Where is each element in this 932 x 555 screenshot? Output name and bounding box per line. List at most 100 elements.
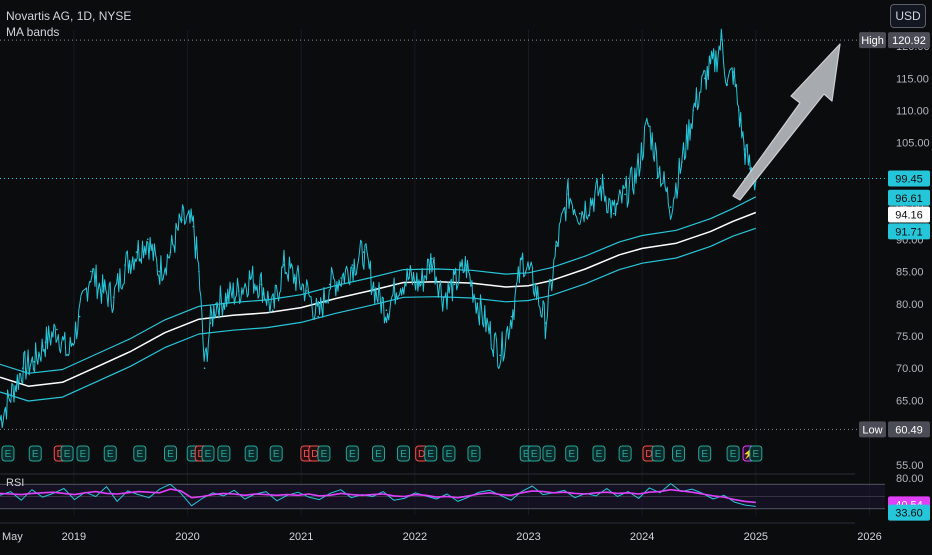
- earnings-marker[interactable]: E: [76, 445, 90, 462]
- price-point: [374, 290, 376, 292]
- indicator-name[interactable]: MA bands: [6, 25, 60, 39]
- event-badge-letter: E: [471, 449, 478, 460]
- earnings-marker[interactable]: E: [442, 445, 456, 462]
- earnings-marker[interactable]: E: [542, 445, 556, 462]
- price-point: [590, 199, 592, 202]
- upper-band-label-box: [888, 189, 930, 206]
- price-point: [158, 270, 160, 273]
- price-point: [578, 212, 581, 215]
- time-axis[interactable]: May 2019 2020 2021 2022 2023 2024 2025 2026: [2, 531, 882, 543]
- price-point: [362, 251, 365, 253]
- event-badge-letter: E: [64, 449, 71, 460]
- price-point: [272, 309, 274, 312]
- event-badge-letter: D: [303, 449, 310, 460]
- price-point: [522, 257, 524, 260]
- earnings-marker[interactable]: E: [28, 445, 42, 462]
- earnings-marker[interactable]: E: [592, 445, 606, 462]
- currency-button[interactable]: USD: [890, 4, 926, 28]
- earnings-marker[interactable]: E: [244, 445, 258, 462]
- x-tick-label: 2025: [744, 531, 768, 543]
- event-badge-letter: E: [568, 449, 575, 460]
- earnings-marker[interactable]: E: [371, 445, 385, 462]
- event-badge-box: [592, 445, 606, 462]
- earnings-marker[interactable]: E: [726, 445, 740, 462]
- earnings-marker[interactable]: E: [467, 445, 481, 462]
- earnings-marker[interactable]: E: [133, 445, 147, 462]
- event-badge-box: [618, 445, 632, 462]
- low-value-text: 60.49: [895, 424, 923, 436]
- earnings-marker[interactable]: E: [672, 445, 686, 462]
- event-badge-box: [244, 445, 258, 462]
- earnings-marker[interactable]: E: [527, 445, 541, 462]
- price-point: [408, 277, 411, 279]
- event-badge-box: [163, 445, 177, 462]
- price-point: [743, 148, 746, 150]
- x-tick-label: 2019: [62, 531, 86, 543]
- earnings-marker[interactable]: E: [618, 445, 632, 462]
- price-point: [237, 290, 240, 292]
- earnings-marker[interactable]: E: [565, 445, 579, 462]
- lower-band-label-box: [888, 223, 930, 240]
- earnings-marker[interactable]: E: [345, 445, 359, 462]
- price-point: [181, 219, 183, 221]
- y-tick-label: 65.00: [896, 395, 924, 407]
- event-badge-box: [749, 445, 763, 462]
- upper-band-line: [0, 196, 757, 374]
- x-tick-label: 2022: [403, 531, 427, 543]
- price-point: [67, 354, 69, 357]
- price-point: [738, 109, 740, 112]
- high-label-box: [859, 32, 886, 49]
- earnings-marker[interactable]: E: [60, 445, 74, 462]
- earnings-marker[interactable]: E: [1, 445, 15, 462]
- upper-band-label-text: 96.61: [895, 193, 923, 205]
- earnings-marker[interactable]: E: [651, 445, 665, 462]
- earnings-marker[interactable]: E: [698, 445, 712, 462]
- event-badge-box: [371, 445, 385, 462]
- low-label-text: Low: [862, 424, 882, 436]
- price-point: [294, 277, 297, 279]
- price-point: [720, 38, 723, 41]
- price-point: [431, 257, 433, 260]
- earnings-marker[interactable]: E: [217, 445, 231, 462]
- price-point: [749, 167, 751, 170]
- low-label: Low: [859, 421, 886, 438]
- rsi-title[interactable]: RSI: [6, 477, 24, 489]
- event-badge-letter: E: [675, 449, 682, 460]
- low-label-box: [859, 421, 886, 438]
- event-badge-box: [672, 445, 686, 462]
- earnings-marker[interactable]: E: [201, 445, 215, 462]
- earnings-marker[interactable]: E: [269, 445, 283, 462]
- lower-band-label: 91.71: [888, 223, 930, 240]
- events-layer: E E D E E E E E E D E E E E D D E E E E D E E E E E E E E E D E E E E ⚡E: [1, 445, 763, 462]
- price-point: [0, 418, 1, 421]
- last-price-label-box: [888, 170, 930, 187]
- price-point: [635, 174, 638, 176]
- price-point: [33, 360, 35, 363]
- event-badge-box: [651, 445, 665, 462]
- x-tick-label: 2024: [630, 531, 654, 543]
- earnings-marker[interactable]: E: [424, 445, 438, 462]
- price-point: [601, 187, 604, 189]
- price-point: [613, 212, 615, 215]
- high-value: 120.92: [888, 32, 930, 49]
- price-point: [226, 296, 229, 299]
- price-point: [726, 84, 729, 86]
- x-tick-label: May: [2, 531, 23, 543]
- price-point: [283, 264, 285, 266]
- earnings-marker[interactable]: E: [749, 445, 763, 462]
- event-badge-letter: E: [400, 449, 407, 460]
- grid-layer: [0, 30, 870, 524]
- ma-bands-layer: [0, 196, 757, 402]
- earnings-marker[interactable]: E: [396, 445, 410, 462]
- price-point: [544, 322, 547, 324]
- earnings-marker[interactable]: E: [103, 445, 117, 462]
- event-badge-box: [527, 445, 541, 462]
- earnings-marker[interactable]: E: [317, 445, 331, 462]
- price-point: [351, 264, 354, 266]
- price-point: [101, 290, 104, 292]
- price-point: [692, 109, 695, 112]
- y-tick-label: 75.00: [896, 331, 924, 343]
- price-point: [453, 283, 456, 286]
- earnings-marker[interactable]: E: [163, 445, 177, 462]
